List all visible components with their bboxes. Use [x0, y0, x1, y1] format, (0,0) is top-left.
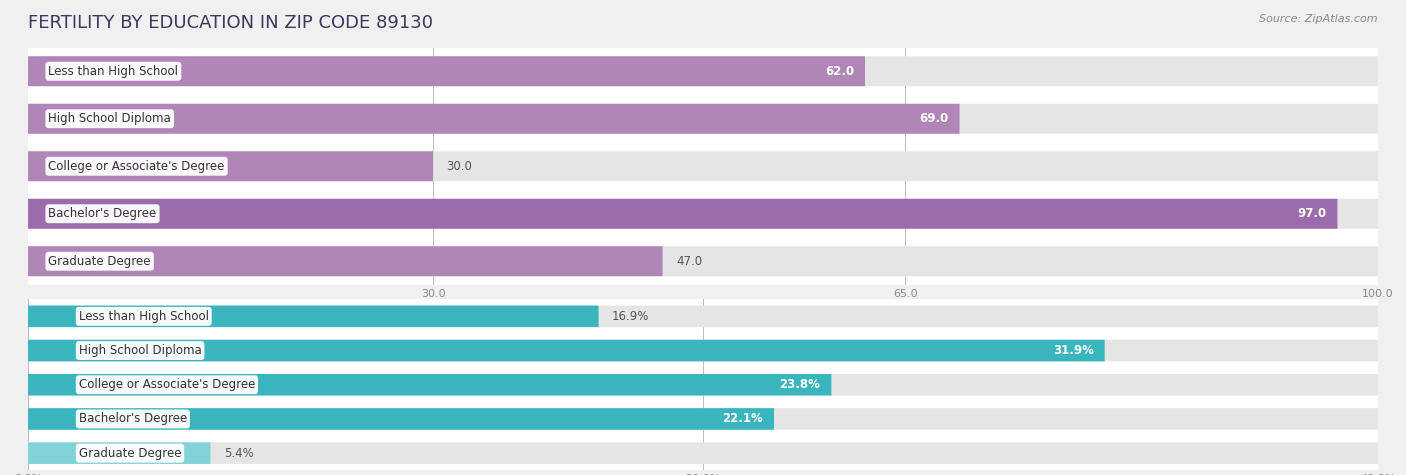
Text: 16.9%: 16.9% [612, 310, 650, 323]
FancyBboxPatch shape [28, 57, 865, 86]
FancyBboxPatch shape [28, 246, 1378, 276]
Text: 62.0: 62.0 [825, 65, 855, 78]
FancyBboxPatch shape [28, 305, 599, 327]
Text: Graduate Degree: Graduate Degree [79, 446, 181, 460]
FancyBboxPatch shape [28, 408, 775, 430]
Text: Bachelor's Degree: Bachelor's Degree [48, 207, 156, 220]
Text: 30.0: 30.0 [447, 160, 472, 173]
Text: Less than High School: Less than High School [48, 65, 179, 78]
Text: 5.4%: 5.4% [224, 446, 253, 460]
FancyBboxPatch shape [28, 104, 1378, 134]
FancyBboxPatch shape [28, 340, 1105, 361]
FancyBboxPatch shape [28, 246, 662, 276]
Text: High School Diploma: High School Diploma [79, 344, 201, 357]
FancyBboxPatch shape [28, 152, 433, 181]
Text: High School Diploma: High School Diploma [48, 112, 172, 125]
FancyBboxPatch shape [28, 374, 1378, 396]
Text: 23.8%: 23.8% [779, 378, 821, 391]
FancyBboxPatch shape [28, 305, 1378, 327]
Text: Graduate Degree: Graduate Degree [48, 255, 150, 268]
FancyBboxPatch shape [28, 442, 211, 464]
Text: 69.0: 69.0 [920, 112, 949, 125]
FancyBboxPatch shape [28, 442, 1378, 464]
Text: Less than High School: Less than High School [79, 310, 208, 323]
Text: Bachelor's Degree: Bachelor's Degree [79, 412, 187, 426]
FancyBboxPatch shape [28, 152, 1378, 181]
Text: FERTILITY BY EDUCATION IN ZIP CODE 89130: FERTILITY BY EDUCATION IN ZIP CODE 89130 [28, 14, 433, 32]
Text: College or Associate's Degree: College or Associate's Degree [48, 160, 225, 173]
Text: Source: ZipAtlas.com: Source: ZipAtlas.com [1260, 14, 1378, 24]
FancyBboxPatch shape [28, 199, 1378, 229]
Text: 31.9%: 31.9% [1053, 344, 1094, 357]
FancyBboxPatch shape [28, 199, 1337, 229]
FancyBboxPatch shape [28, 340, 1378, 361]
Text: 97.0: 97.0 [1298, 207, 1327, 220]
FancyBboxPatch shape [28, 104, 959, 134]
Text: 47.0: 47.0 [676, 255, 702, 268]
FancyBboxPatch shape [28, 57, 1378, 86]
FancyBboxPatch shape [28, 374, 831, 396]
Text: College or Associate's Degree: College or Associate's Degree [79, 378, 254, 391]
FancyBboxPatch shape [28, 408, 1378, 430]
Text: 22.1%: 22.1% [723, 412, 763, 426]
